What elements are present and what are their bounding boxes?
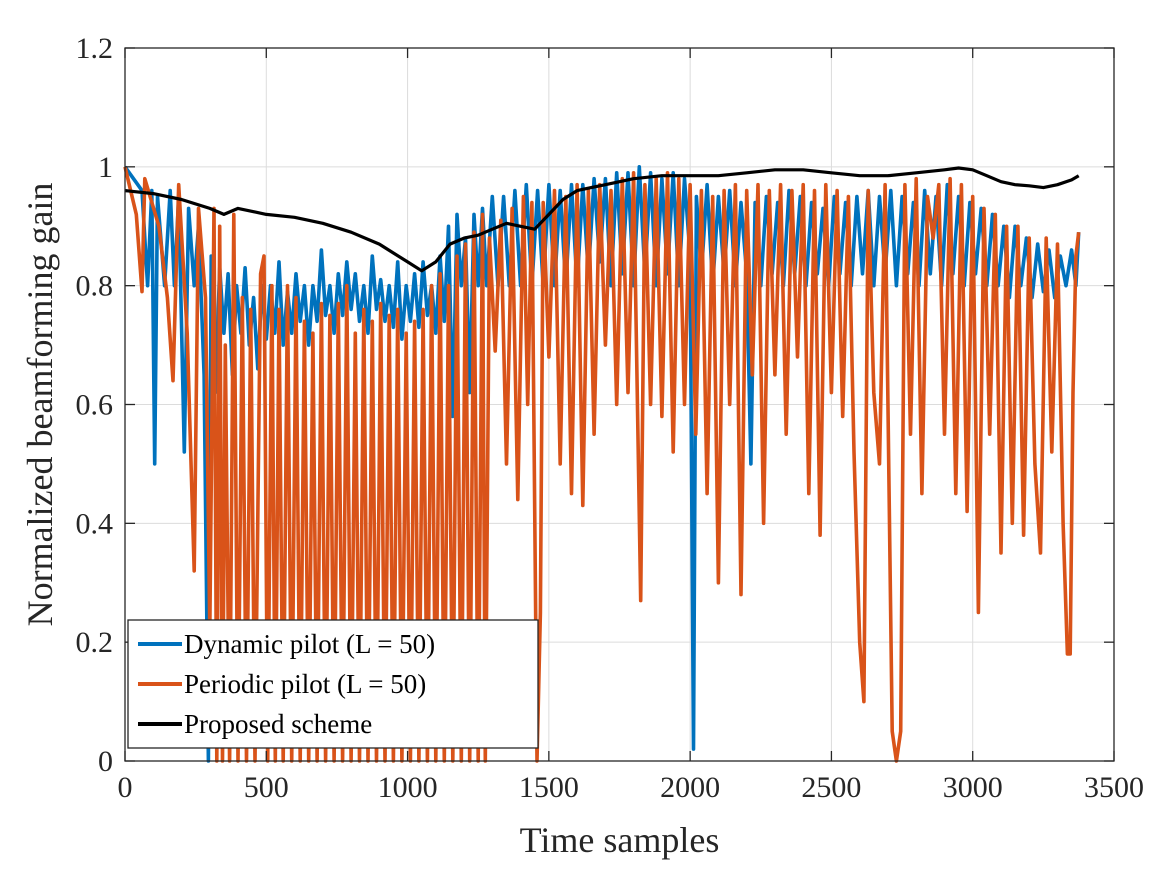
x-tick-label: 0 bbox=[118, 771, 133, 804]
legend: Dynamic pilot (L = 50) Periodic pilot (L … bbox=[127, 619, 539, 749]
y-tick-label: 0.2 bbox=[76, 626, 114, 659]
x-tick-label: 1500 bbox=[519, 771, 579, 804]
y-tick-label: 1 bbox=[98, 151, 113, 184]
x-tick-label: 1000 bbox=[378, 771, 438, 804]
y-tick-label: 1.2 bbox=[76, 32, 114, 65]
series-line-2 bbox=[124, 166, 1080, 273]
y-axis-label: Normalized beamforming gain bbox=[20, 183, 60, 627]
legend-box bbox=[127, 619, 539, 749]
y-tick-label: 0.8 bbox=[76, 270, 114, 303]
x-axis-label: Time samples bbox=[520, 820, 720, 860]
x-tick-label: 2500 bbox=[801, 771, 861, 804]
axis-ticks: 0 500 1000 1500 2000 2500 3000 3500 0 0.2 0.4 0.6 0.… bbox=[76, 32, 1145, 804]
legend-label-0: Dynamic pilot (L = 50) bbox=[184, 629, 435, 659]
y-tick-label: 0.6 bbox=[76, 389, 114, 422]
y-tick-label: 0.4 bbox=[76, 507, 114, 540]
y-tick-label: 0 bbox=[98, 745, 113, 778]
x-tick-label: 3500 bbox=[1084, 771, 1144, 804]
series-line-1 bbox=[123, 166, 1081, 763]
x-tick-label: 2000 bbox=[660, 771, 720, 804]
legend-label-2: Proposed scheme bbox=[184, 709, 372, 739]
x-tick-label: 3000 bbox=[943, 771, 1003, 804]
legend-label-1: Periodic pilot (L = 50) bbox=[184, 669, 426, 699]
x-tick-label: 500 bbox=[244, 771, 289, 804]
series-layer bbox=[123, 165, 1081, 763]
